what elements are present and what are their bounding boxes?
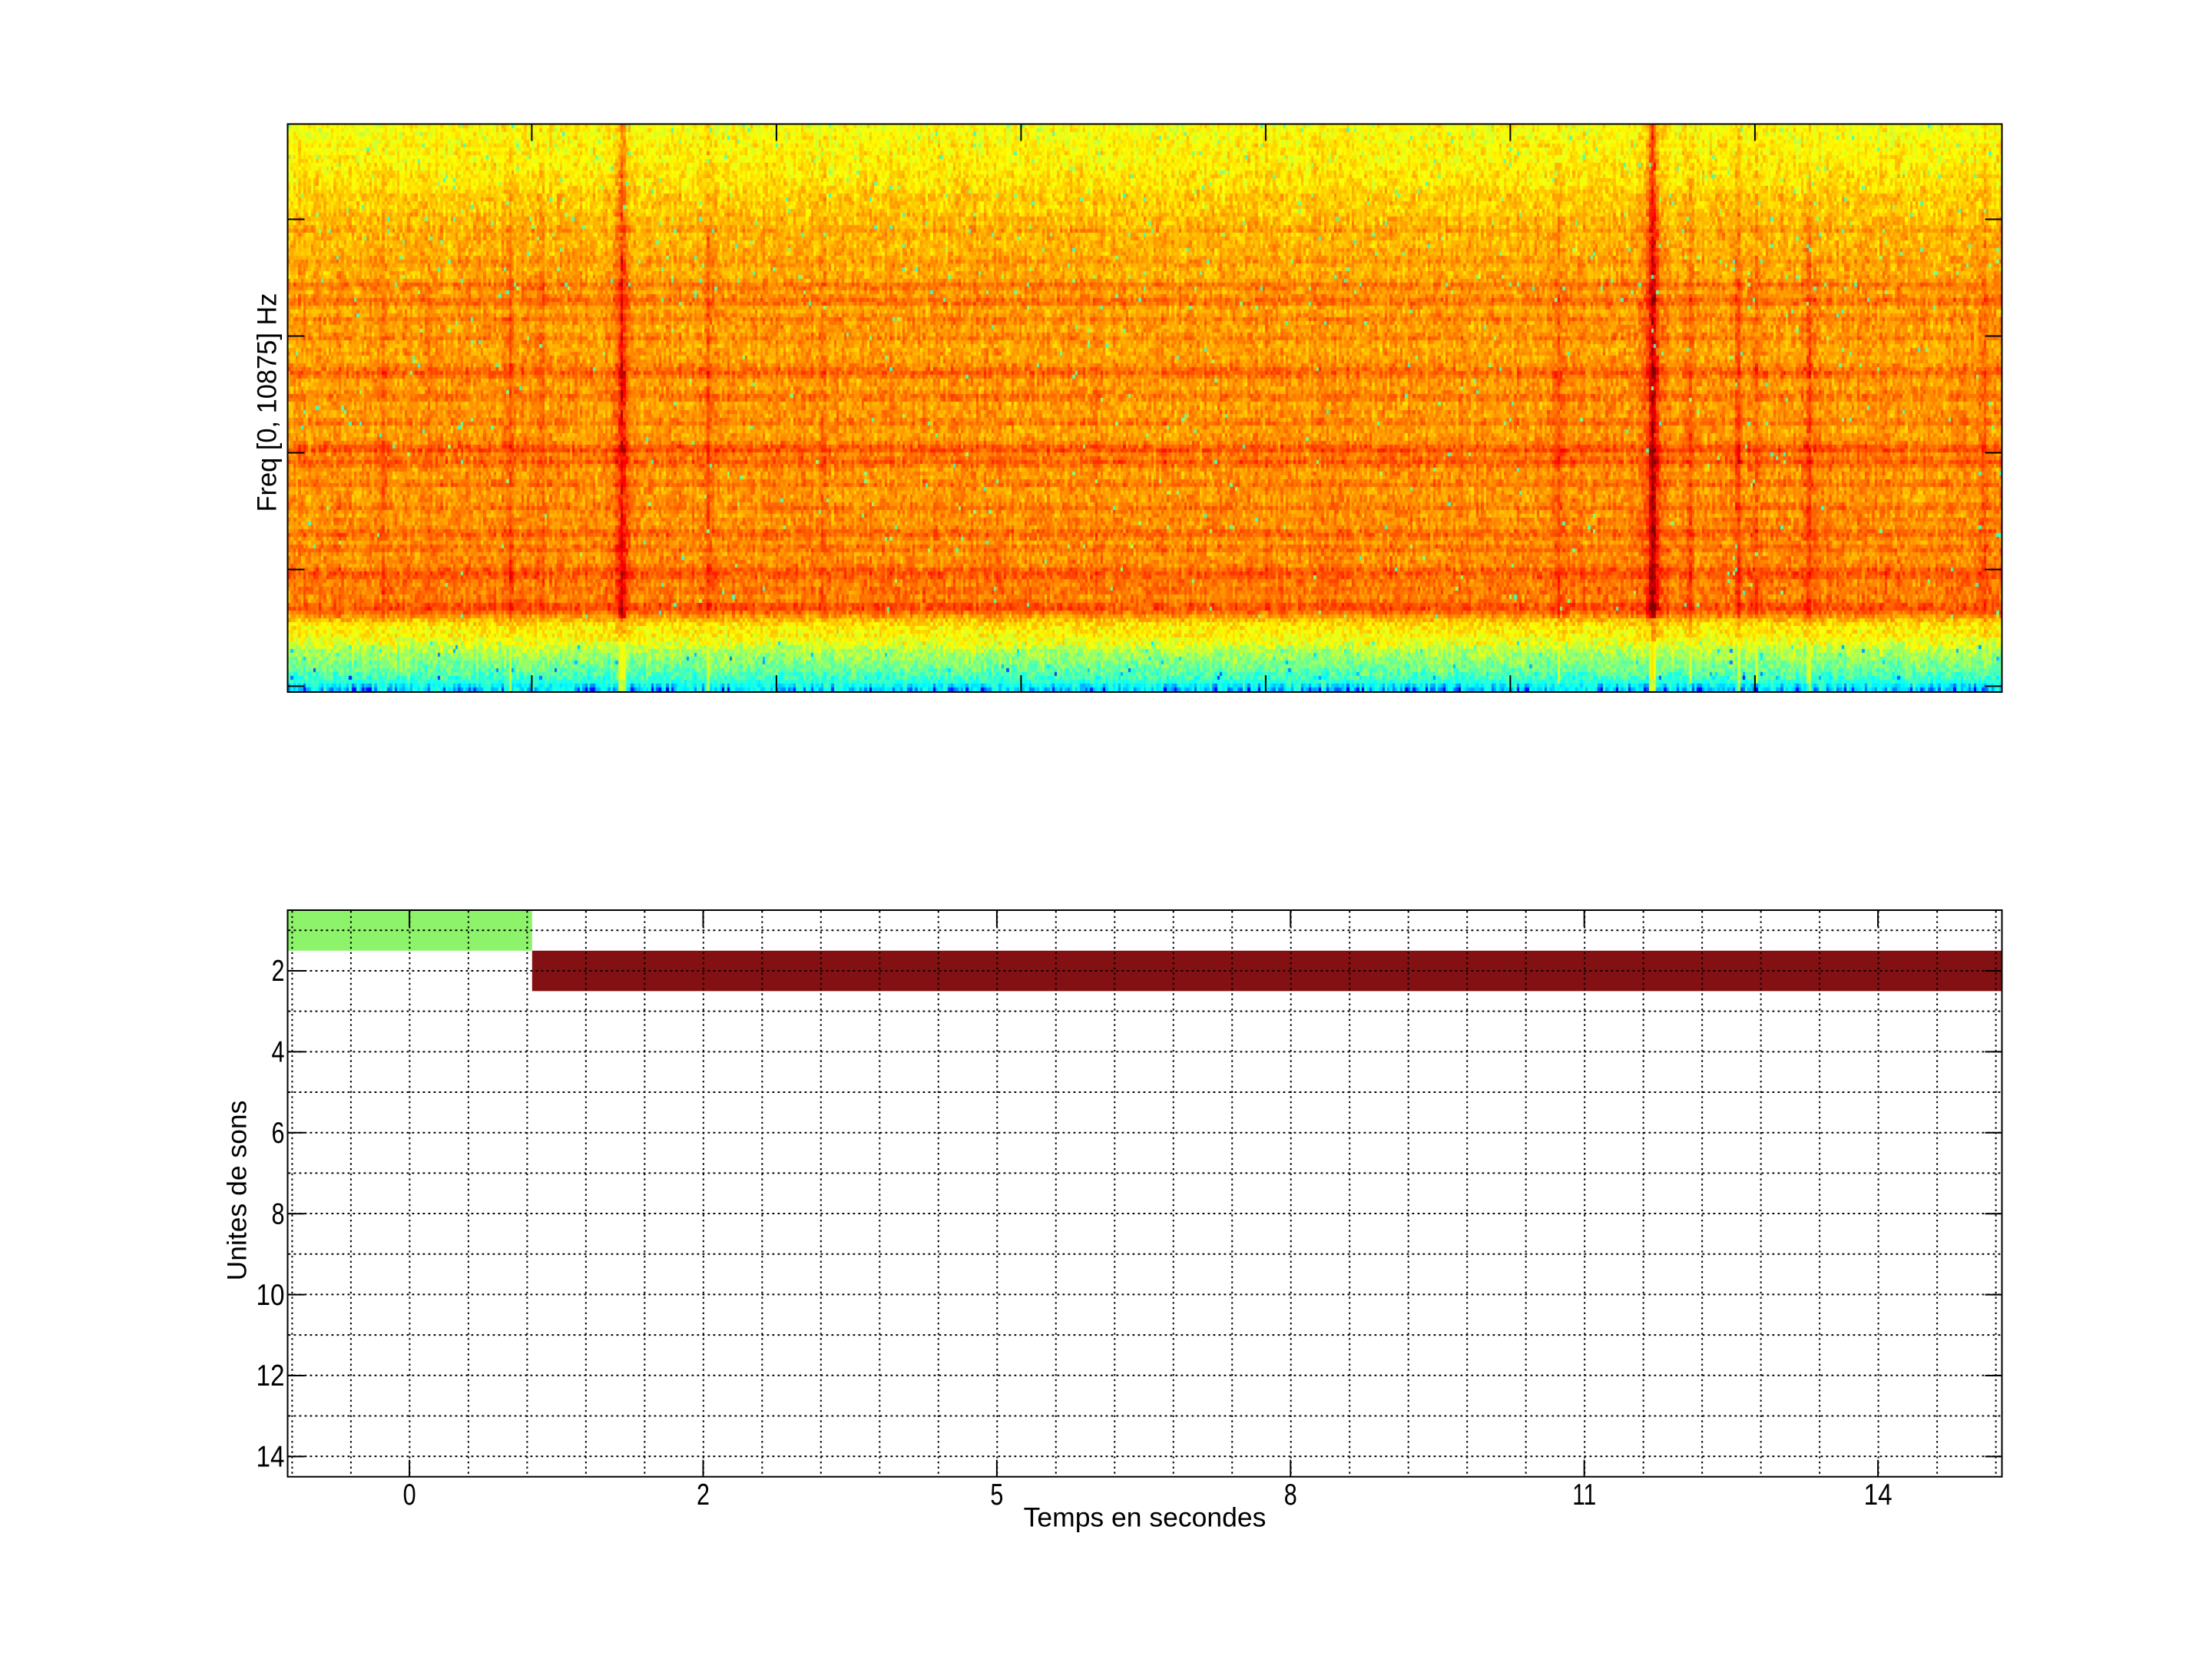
svg-text:0: 0 xyxy=(403,1479,416,1512)
svg-text:2: 2 xyxy=(272,955,285,988)
svg-text:14: 14 xyxy=(257,1441,285,1474)
svg-text:14: 14 xyxy=(1864,1479,1892,1512)
svg-text:10: 10 xyxy=(257,1279,285,1312)
svg-text:Freq [0, 10875] Hz: Freq [0, 10875] Hz xyxy=(252,293,283,512)
svg-text:Temps en secondes: Temps en secondes xyxy=(1024,1502,1267,1533)
svg-text:2: 2 xyxy=(697,1479,710,1512)
svg-text:11: 11 xyxy=(1572,1479,1596,1512)
svg-text:8: 8 xyxy=(1284,1479,1297,1512)
svg-text:8: 8 xyxy=(272,1197,285,1230)
svg-text:12: 12 xyxy=(257,1359,285,1392)
svg-text:6: 6 xyxy=(272,1117,285,1150)
svg-text:Unites de sons: Unites de sons xyxy=(222,1101,253,1281)
svg-text:5: 5 xyxy=(990,1479,1003,1512)
svg-text:4: 4 xyxy=(272,1036,285,1069)
